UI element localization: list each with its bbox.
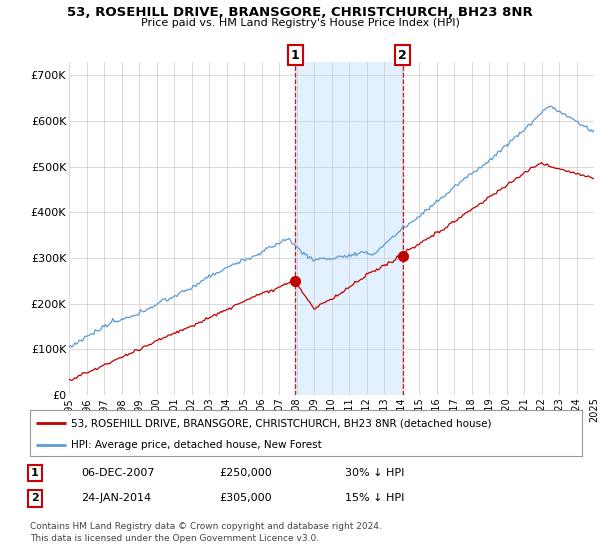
Text: 1: 1	[31, 468, 38, 478]
Text: HPI: Average price, detached house, New Forest: HPI: Average price, detached house, New …	[71, 440, 322, 450]
Bar	[295, 62, 403, 395]
Text: 1: 1	[291, 49, 299, 62]
Text: 53, ROSEHILL DRIVE, BRANSGORE, CHRISTCHURCH, BH23 8NR (detached house): 53, ROSEHILL DRIVE, BRANSGORE, CHRISTCHU…	[71, 418, 492, 428]
Text: £305,000: £305,000	[219, 493, 272, 503]
Text: Contains HM Land Registry data © Crown copyright and database right 2024.
This d: Contains HM Land Registry data © Crown c…	[30, 522, 382, 543]
Text: 30% ↓ HPI: 30% ↓ HPI	[345, 468, 404, 478]
Text: 15% ↓ HPI: 15% ↓ HPI	[345, 493, 404, 503]
Text: 24-JAN-2014: 24-JAN-2014	[81, 493, 151, 503]
Text: Price paid vs. HM Land Registry's House Price Index (HPI): Price paid vs. HM Land Registry's House …	[140, 18, 460, 28]
Text: 2: 2	[31, 493, 38, 503]
Text: 2: 2	[398, 49, 407, 62]
Text: 06-DEC-2007: 06-DEC-2007	[81, 468, 155, 478]
Text: 53, ROSEHILL DRIVE, BRANSGORE, CHRISTCHURCH, BH23 8NR: 53, ROSEHILL DRIVE, BRANSGORE, CHRISTCHU…	[67, 6, 533, 18]
Text: £250,000: £250,000	[219, 468, 272, 478]
